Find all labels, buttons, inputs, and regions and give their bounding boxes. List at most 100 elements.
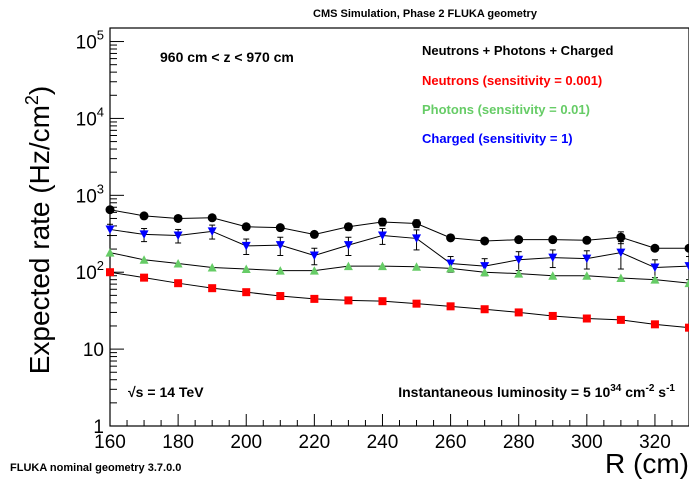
data-point — [582, 254, 592, 264]
data-point — [616, 315, 625, 324]
data-point — [242, 288, 251, 297]
axes-group: 160 180 200 220 240 260 280 300 320 1 10 102 103 104 1… — [76, 28, 689, 453]
x-tick-label: 240 — [367, 432, 399, 453]
data-point — [548, 311, 557, 320]
series-group — [105, 205, 689, 332]
x-tick-label: 320 — [639, 432, 671, 453]
data-point — [650, 275, 660, 284]
y-axis-title: Expected rate (Hz/cm2) — [22, 86, 55, 375]
series-neutrons-photons-charged — [105, 205, 689, 253]
data-point — [548, 253, 558, 263]
data-point — [207, 213, 217, 223]
data-point — [309, 251, 319, 260]
footer-geometry-note: FLUKA nominal geometry 3.7.0.0 — [10, 462, 181, 474]
data-point — [684, 262, 689, 271]
data-point — [446, 259, 456, 268]
data-point — [616, 273, 626, 283]
data-point — [685, 323, 689, 332]
series-charged-sensitivity-1 — [105, 223, 689, 281]
data-point — [275, 223, 285, 233]
data-point — [174, 279, 183, 288]
y-tick-label: 105 — [76, 28, 104, 54]
data-point — [650, 320, 659, 329]
data-point — [275, 241, 285, 250]
data-point — [173, 213, 183, 223]
data-point — [241, 241, 251, 251]
x-tick-label: 260 — [435, 432, 467, 453]
data-point — [412, 219, 422, 229]
data-point — [582, 271, 592, 280]
data-point — [412, 234, 422, 243]
data-point — [343, 222, 353, 232]
legend: Neutrons + Photons + Charged Neutrons (s… — [422, 43, 613, 146]
data-point — [105, 248, 115, 257]
data-point — [446, 233, 456, 243]
x-tick-label: 220 — [299, 432, 331, 453]
chart-header-title: CMS Simulation, Phase 2 FLUKA geometry — [313, 8, 538, 20]
data-point — [480, 262, 490, 271]
data-point — [139, 211, 149, 221]
data-point — [514, 269, 524, 278]
data-point — [310, 294, 319, 303]
data-point — [276, 292, 285, 301]
data-point — [412, 299, 421, 308]
legend-entry-photons: Photons (sensitivity = 0.01) — [422, 102, 590, 117]
data-point — [616, 232, 626, 242]
data-point — [548, 271, 558, 280]
data-point — [139, 230, 149, 239]
y-tick-label: 103 — [76, 181, 104, 207]
z-range-annotation: 960 cm < z < 970 cm — [160, 49, 294, 65]
x-tick-label: 280 — [503, 432, 535, 453]
data-point — [377, 231, 387, 241]
data-point — [684, 243, 689, 253]
luminosity-annotation: Instantaneous luminosity = 5 1034 cm-2 s… — [398, 383, 675, 400]
data-point — [275, 266, 285, 275]
data-point — [650, 263, 660, 273]
data-point — [616, 248, 626, 258]
data-point — [514, 308, 523, 317]
legend-entry-neutrons: Neutrons (sensitivity = 0.001) — [422, 73, 602, 88]
x-axis-title: R (cm) — [605, 448, 689, 479]
data-point — [140, 273, 149, 282]
data-point — [548, 235, 558, 245]
data-point — [582, 235, 592, 245]
x-tick-label: 300 — [571, 432, 603, 453]
data-point — [650, 243, 660, 253]
data-point — [412, 262, 422, 271]
y-tick-label: 102 — [76, 258, 104, 284]
data-point — [343, 241, 353, 250]
legend-title: Neutrons + Photons + Charged — [422, 43, 613, 58]
data-point — [309, 266, 319, 275]
data-point — [241, 264, 251, 274]
data-point — [207, 263, 217, 272]
y-tick-label: 1 — [93, 417, 104, 438]
data-point — [446, 302, 455, 311]
data-point — [105, 205, 115, 215]
sqrt-s-annotation: √s = 14 TeV — [128, 384, 204, 400]
data-point — [106, 268, 114, 277]
data-point — [173, 231, 183, 241]
data-point — [684, 278, 689, 288]
data-point — [377, 217, 387, 227]
data-point — [480, 236, 490, 246]
data-point — [514, 255, 524, 265]
data-point — [207, 227, 217, 236]
data-point — [343, 261, 353, 271]
data-point — [173, 258, 183, 268]
x-tick-label: 200 — [230, 432, 262, 453]
data-point — [480, 267, 490, 277]
data-point — [241, 222, 251, 232]
data-point — [344, 296, 353, 305]
data-point — [446, 263, 456, 273]
series-line — [109, 271, 689, 329]
series-photons-sensitivity-0-01 — [105, 248, 689, 288]
x-tick-label: 160 — [94, 432, 126, 453]
data-point — [582, 314, 591, 323]
data-point — [208, 284, 217, 293]
x-tick-label: 180 — [162, 432, 194, 453]
data-point — [514, 235, 524, 245]
data-point — [377, 261, 387, 271]
series-line — [109, 209, 689, 249]
y-tick-label: 10 — [83, 340, 104, 361]
